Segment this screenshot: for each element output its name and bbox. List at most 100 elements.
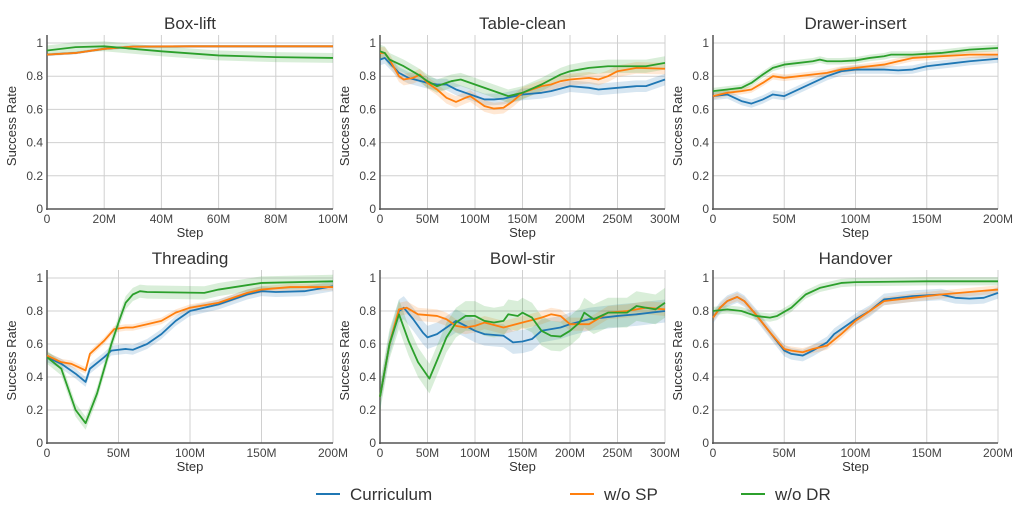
confidence-band-w-o-dr xyxy=(47,274,333,430)
confidence-band-w-o-sp xyxy=(47,283,333,374)
x-tick-label: 100M xyxy=(840,212,870,226)
y-tick-label: 0.2 xyxy=(26,403,43,417)
confidence-band-w-o-dr xyxy=(380,44,665,103)
subplot-threading: 0 0.2 0.4 0.6 0.8 1 0 50M 100M 150M 200M Threading S… xyxy=(4,249,348,474)
x-tick-label: 250M xyxy=(602,212,632,226)
y-tick-label: 0.2 xyxy=(359,169,376,183)
y-axis-label: Success Rate xyxy=(670,86,685,166)
y-tick-label: 0.4 xyxy=(359,136,376,150)
x-tick-label: 60M xyxy=(207,212,230,226)
x-tick-label: 200M xyxy=(555,212,585,226)
y-tick-label: 0 xyxy=(369,436,376,450)
y-tick-label: 0 xyxy=(36,202,43,216)
series-line-w-o-sp xyxy=(380,52,666,110)
y-tick-label: 0.6 xyxy=(26,337,43,351)
subplot-title: Box-lift xyxy=(164,14,216,33)
subplot-handover: 0 0.2 0.4 0.6 0.8 1 0 50M 100M 150M 200M Handover St… xyxy=(670,249,1013,474)
y-tick-label: 1 xyxy=(36,271,43,285)
x-tick-label: 100M xyxy=(460,446,490,460)
subplot-title: Handover xyxy=(819,249,893,268)
x-tick-label: 200M xyxy=(983,212,1013,226)
legend-label: w/o SP xyxy=(603,485,658,504)
y-tick-label: 0.8 xyxy=(692,69,709,83)
x-axis-label: Step xyxy=(177,459,204,474)
y-tick-label: 0.4 xyxy=(692,370,709,384)
x-axis-label: Step xyxy=(509,225,536,240)
subplot-drawer-insert: 0 0.2 0.4 0.6 0.8 1 0 50M 100M 150M 200M Drawer-ins… xyxy=(670,14,1013,240)
series-line-w-o-dr xyxy=(379,50,666,98)
x-axis-label: Step xyxy=(509,459,536,474)
confidence-band-w-o-dr xyxy=(713,277,998,322)
series-line-curriculum xyxy=(46,285,334,383)
y-tick-label: 0.2 xyxy=(26,169,43,183)
x-tick-label: 0 xyxy=(710,212,717,226)
subplot-title: Threading xyxy=(152,249,229,268)
confidence-band-curriculum xyxy=(380,52,665,106)
y-tick-label: 0.6 xyxy=(359,337,376,351)
y-tick-label: 0.8 xyxy=(692,304,709,318)
series-line-w-o-dr xyxy=(46,280,334,425)
subplot-bowl-stir: 0 0.2 0.4 0.6 0.8 1 0 50M 100M 150M 200M 250M 300M Bo… xyxy=(337,249,680,474)
confidence-band-curriculum xyxy=(713,287,998,362)
legend-label: w/o DR xyxy=(774,485,831,504)
subplot-box-lift: 0 0.2 0.4 0.6 0.8 1 0 20M 40M 60M 80M 100M Box-lift S… xyxy=(4,14,348,240)
y-tick-label: 0 xyxy=(369,202,376,216)
y-tick-label: 1 xyxy=(702,36,709,50)
subplot-table-clean: 0 0.2 0.4 0.6 0.8 1 0 50M 100M 150M 200M 250M 300M Ta… xyxy=(337,14,680,240)
y-axis-label: Success Rate xyxy=(4,320,19,400)
y-axis-label: Success Rate xyxy=(4,86,19,166)
x-tick-label: 300M xyxy=(650,212,680,226)
y-tick-label: 1 xyxy=(369,271,376,285)
y-tick-label: 0.6 xyxy=(692,337,709,351)
y-tick-label: 0 xyxy=(36,436,43,450)
series-line-w-o-dr xyxy=(379,302,666,397)
series-line-curriculum xyxy=(712,57,999,105)
x-tick-label: 0 xyxy=(377,212,384,226)
y-tick-label: 0.6 xyxy=(692,102,709,116)
x-tick-label: 200M xyxy=(555,446,585,460)
series-line-w-o-sp xyxy=(712,288,999,354)
y-tick-label: 0.8 xyxy=(359,304,376,318)
x-tick-label: 100M xyxy=(840,446,870,460)
x-axis-label: Step xyxy=(177,225,204,240)
y-tick-label: 1 xyxy=(369,36,376,50)
x-tick-label: 0 xyxy=(710,446,717,460)
x-tick-label: 20M xyxy=(93,212,116,226)
legend-label: Curriculum xyxy=(350,485,432,504)
x-tick-label: 200M xyxy=(983,446,1013,460)
series-line-w-o-sp xyxy=(712,53,998,97)
subplot-title: Table-clean xyxy=(479,14,566,33)
x-tick-label: 80M xyxy=(264,212,287,226)
y-tick-label: 1 xyxy=(702,271,709,285)
x-tick-label: 0 xyxy=(44,446,51,460)
x-tick-label: 150M xyxy=(507,446,537,460)
x-tick-label: 150M xyxy=(246,446,276,460)
y-tick-label: 0.2 xyxy=(692,169,709,183)
x-tick-label: 150M xyxy=(912,212,942,226)
y-axis-label: Success Rate xyxy=(670,320,685,400)
y-axis-label: Success Rate xyxy=(337,86,352,166)
y-tick-label: 0.8 xyxy=(359,69,376,83)
x-tick-label: 50M xyxy=(416,446,439,460)
x-tick-label: 40M xyxy=(150,212,173,226)
series-line-w-o-dr xyxy=(712,47,999,93)
x-tick-label: 200M xyxy=(318,446,348,460)
x-tick-label: 150M xyxy=(912,446,942,460)
confidence-band-w-o-sp xyxy=(713,51,998,100)
y-tick-label: 1 xyxy=(36,36,43,50)
y-axis-label: Success Rate xyxy=(337,320,352,400)
y-tick-label: 0.8 xyxy=(26,304,43,318)
x-axis-label: Step xyxy=(842,459,869,474)
x-tick-label: 50M xyxy=(773,446,796,460)
confidence-band-w-o-sp xyxy=(380,301,665,404)
x-tick-label: 150M xyxy=(507,212,537,226)
y-tick-label: 0 xyxy=(702,202,709,216)
confidence-band-w-o-sp xyxy=(380,47,665,115)
x-tick-label: 100M xyxy=(318,212,348,226)
series-line-curriculum xyxy=(379,57,666,101)
y-tick-label: 0 xyxy=(702,436,709,450)
y-tick-label: 0.8 xyxy=(26,69,43,83)
x-tick-label: 250M xyxy=(602,446,632,460)
legend: Curriculum w/o SP w/o DR xyxy=(316,485,831,504)
